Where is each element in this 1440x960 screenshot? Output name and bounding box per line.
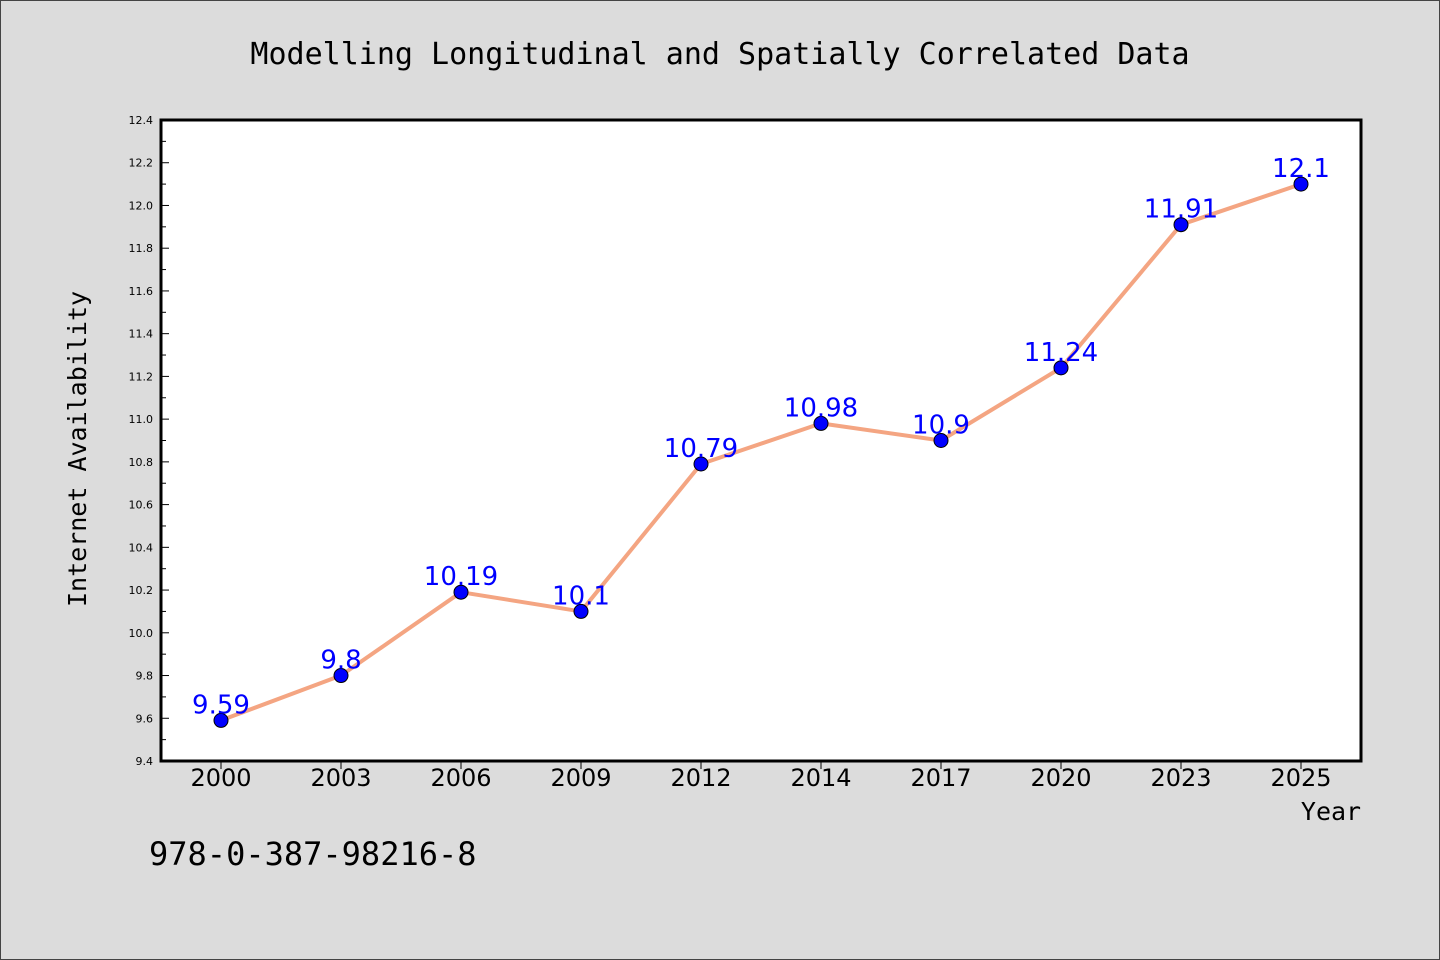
data-label: 11.91	[1144, 195, 1218, 225]
y-tick-label: 10.4	[129, 541, 154, 554]
data-label: 9.59	[192, 690, 250, 720]
data-label: 10.1	[552, 581, 610, 611]
x-tick-label: 2009	[550, 764, 611, 792]
series-group: 9.59 9.8 10.19 10.1 10.79 10.98 10.9 11.24 11.91…	[192, 154, 1330, 728]
x-tick-label: 2014	[790, 764, 851, 792]
data-point	[573, 603, 589, 619]
y-tick-label: 12.4	[129, 114, 154, 127]
data-label: 11.24	[1024, 338, 1098, 368]
y-tick-label: 11.4	[129, 328, 154, 341]
data-point	[1173, 217, 1189, 233]
data-point	[1053, 360, 1069, 376]
plot-area	[159, 118, 1363, 763]
x-tick-label: 2006	[430, 764, 491, 792]
chart-title: Modelling Longitudinal and Spatially Cor…	[250, 37, 1189, 72]
y-tick-label: 10.6	[129, 499, 154, 512]
y-tick-label: 11.0	[129, 413, 154, 426]
y-tick-label: 10.2	[129, 584, 154, 597]
y-tick-label: 10.8	[129, 456, 154, 469]
y-tick-label: 10.0	[129, 627, 154, 640]
x-tick-label: 2020	[1030, 764, 1091, 792]
data-point	[693, 456, 709, 472]
data-point	[213, 712, 229, 728]
x-tick-label: 2025	[1270, 764, 1331, 792]
x-tick-label: 2000	[190, 764, 251, 792]
y-tick-label: 12.2	[129, 157, 154, 170]
x-tick-label: 2023	[1150, 764, 1211, 792]
x-axis-label: Year	[1301, 797, 1361, 826]
y-tick-label: 9.6	[136, 712, 154, 725]
x-tick-label: 2012	[670, 764, 731, 792]
y-tick-label: 12.0	[129, 199, 154, 212]
data-label: 12.1	[1272, 154, 1330, 184]
data-label: 10.98	[784, 393, 858, 423]
data-point	[933, 433, 949, 448]
series-line	[220, 182, 1302, 723]
data-point	[333, 668, 349, 684]
y-axis: 9.4 9.6 9.8 10.0 10.2 10.4 10.6 10.8 11.0 11.2 11.…	[129, 114, 169, 768]
y-tick-label: 11.8	[129, 242, 154, 255]
y-tick-label: 11.6	[129, 285, 154, 298]
footer-isbn: 978-0-387-98216-8	[149, 835, 477, 873]
y-tick-label: 9.4	[136, 755, 154, 768]
x-tick-label: 2017	[910, 764, 971, 792]
y-axis-label: Internet Availability	[63, 291, 92, 607]
data-label: 10.19	[424, 562, 498, 592]
data-label: 10.79	[664, 434, 738, 464]
x-tick-label: 2003	[310, 764, 371, 792]
data-label: 10.9	[912, 411, 970, 441]
y-tick-label: 9.8	[136, 670, 154, 683]
y-tick-label: 11.2	[129, 370, 154, 383]
data-point	[1293, 176, 1309, 192]
data-label: 9.8	[320, 646, 361, 676]
data-point	[813, 415, 829, 431]
data-point	[453, 584, 469, 600]
x-axis: 2000 2003 2006 2009 2012 2014 2017 2020 2023 2025	[190, 761, 1332, 792]
